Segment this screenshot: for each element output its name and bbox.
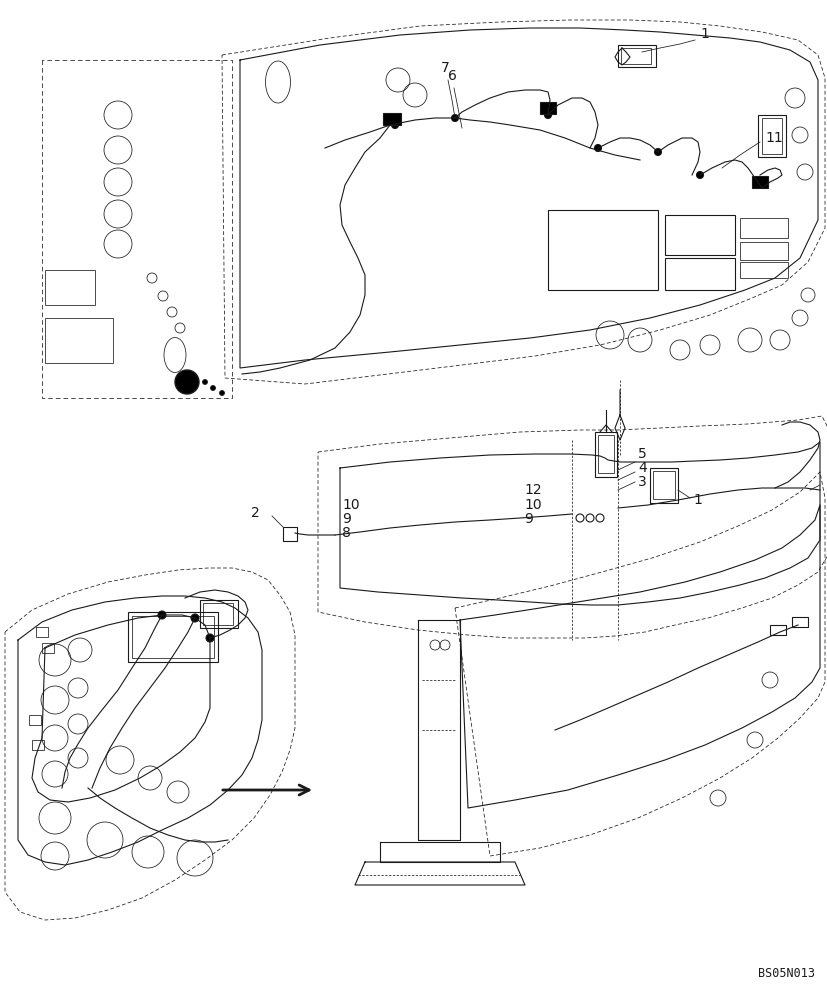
Bar (617, 45, 655, 67)
Bar (36, 627, 48, 637)
Bar (664, 215, 734, 255)
Bar (383, 113, 400, 125)
Bar (45, 270, 95, 305)
Circle shape (219, 390, 224, 395)
Text: 8: 8 (342, 526, 351, 540)
Circle shape (653, 148, 661, 155)
Bar (203, 603, 232, 625)
Bar (283, 527, 297, 541)
Text: 10: 10 (342, 498, 359, 512)
Text: 12: 12 (523, 483, 541, 497)
Text: 5: 5 (638, 447, 646, 461)
Bar (45, 318, 112, 363)
Text: 2: 2 (251, 506, 260, 520)
Text: 6: 6 (447, 69, 456, 83)
Text: 1: 1 (699, 27, 708, 41)
Bar (739, 262, 787, 278)
Circle shape (696, 172, 703, 178)
Bar (547, 210, 657, 290)
Circle shape (174, 370, 198, 394)
Text: 11: 11 (824, 475, 827, 489)
Circle shape (594, 144, 600, 151)
Circle shape (191, 614, 198, 622)
Circle shape (451, 114, 458, 121)
Bar (595, 432, 616, 477)
Text: 9: 9 (342, 512, 351, 526)
Text: 3: 3 (638, 475, 646, 489)
Text: BS05N013: BS05N013 (757, 967, 814, 980)
Bar (649, 468, 677, 503)
Bar (664, 258, 734, 290)
Bar (653, 471, 674, 499)
Bar (791, 617, 807, 627)
Circle shape (544, 111, 551, 118)
Bar (597, 435, 614, 473)
Bar (739, 242, 787, 260)
Bar (29, 715, 41, 725)
Bar (128, 612, 218, 662)
Text: 10: 10 (523, 498, 541, 512)
Bar (769, 625, 785, 635)
Text: 1: 1 (692, 493, 701, 507)
Circle shape (391, 121, 398, 128)
Text: 9: 9 (523, 512, 533, 526)
Circle shape (158, 611, 165, 619)
Bar (751, 176, 767, 188)
Bar (42, 643, 54, 653)
Bar (739, 218, 787, 238)
Text: 4: 4 (638, 461, 646, 475)
Bar (620, 48, 650, 64)
Bar (200, 600, 237, 628)
Circle shape (210, 385, 215, 390)
Bar (757, 115, 785, 157)
Bar (131, 616, 213, 658)
Bar (539, 102, 555, 114)
Circle shape (206, 634, 213, 642)
Text: 11: 11 (764, 131, 782, 145)
Bar (761, 118, 781, 154)
Text: 7: 7 (440, 61, 449, 75)
Bar (32, 740, 44, 750)
Circle shape (203, 379, 208, 384)
